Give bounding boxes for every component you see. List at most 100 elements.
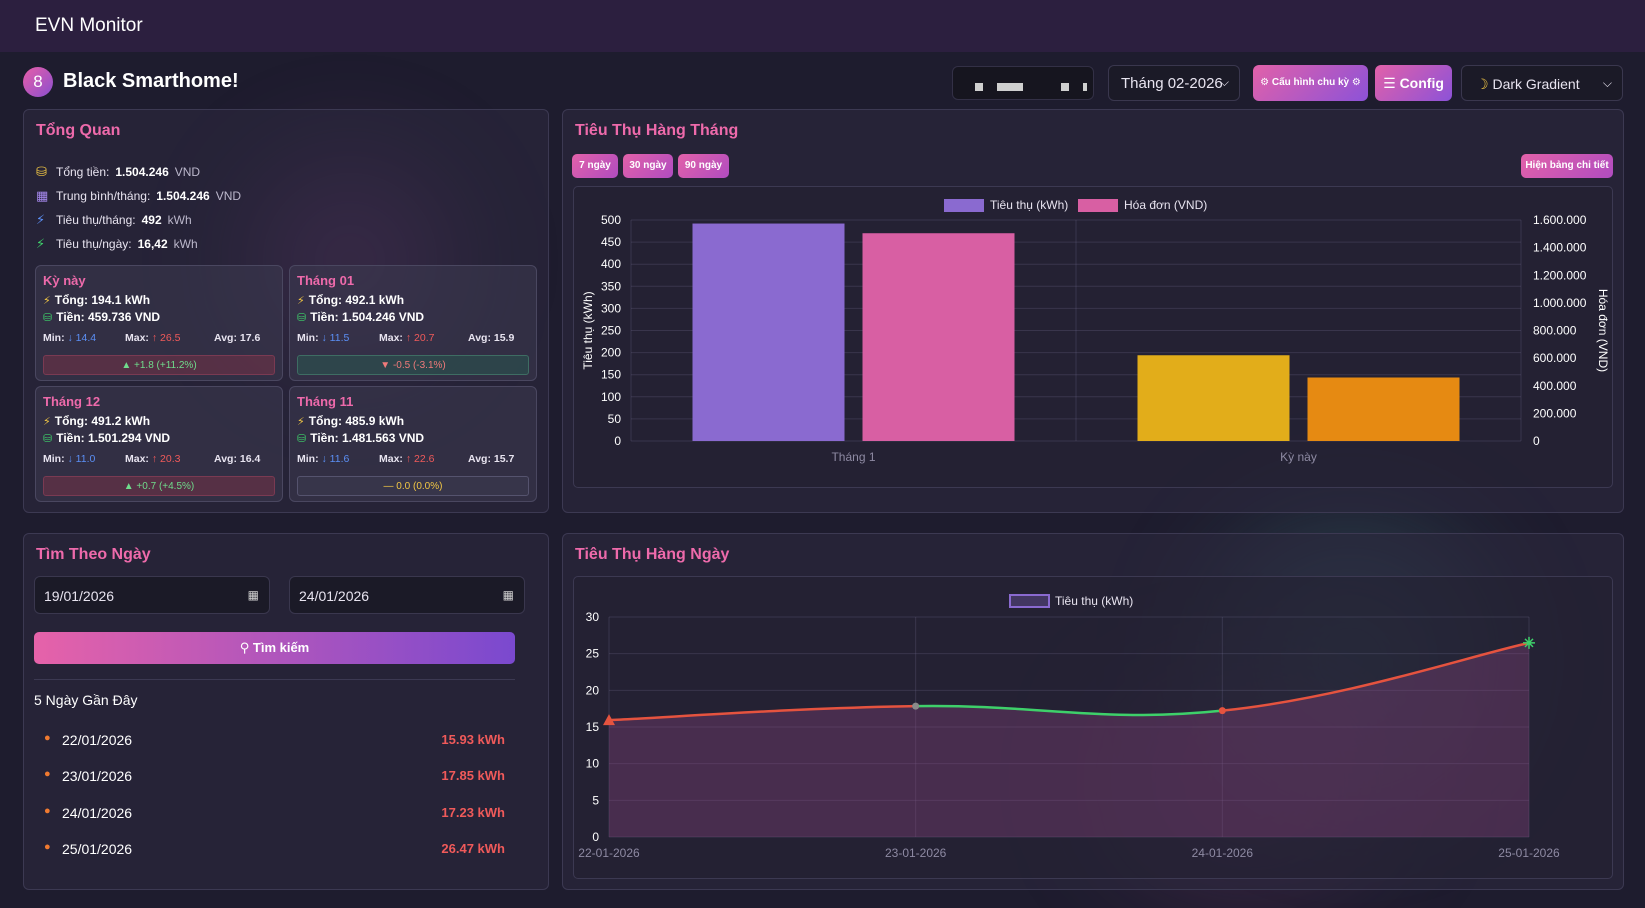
overview-value: 1.504.246 [156,189,210,203]
y-tick-label: 10 [586,757,600,771]
card-max: Max: ↑ 26.5 [125,332,180,344]
overview-unit: VND [174,165,201,179]
y-tick-label: 300 [601,301,621,315]
coins-icon: ⛁ [36,164,47,179]
search-title: Tìm Theo Ngày [36,546,151,563]
card-title: Kỳ này [43,273,86,288]
card-money-text: Tiền: 1.481.563 VND [310,431,425,445]
y-tick-label: 400 [601,257,621,271]
money-icon: ⛁ [43,433,53,445]
card-title: Tháng 12 [43,394,101,409]
recent-value: 17.85 kWh [441,768,505,783]
card-max: Max: ↑ 22.6 [379,453,434,465]
gear-icon: ⚙ [1351,77,1361,88]
calendar-icon: ▦ [36,188,49,203]
sliders-icon: ☰ [1383,75,1396,91]
y2-tick-label: 200.000 [1533,406,1577,420]
masked-account-field[interactable] [952,66,1094,100]
monthly-title: Tiêu Thụ Hàng Tháng [575,122,739,139]
search-panel: Tìm Theo Ngày 19/01/2026 ▦ 24/01/2026 ▦ … [23,533,549,890]
recent-value: 26.47 kWh [441,841,505,856]
line-segment [1222,641,1530,712]
header-row: 8 Black Smarthome! Tháng 02-2026 ⌵ ⚙ Cấu… [0,62,1645,104]
moon-icon: ☽ [1476,76,1489,92]
recent-days-title: 5 Ngày Gần Đây [34,692,138,708]
recent-value: 15.93 kWh [441,732,505,747]
period-card-month12: Tháng 12 ⚡ Tổng: 491.2 kWh ⛁ Tiền: 1.501.2… [35,386,283,502]
bar-usage [692,223,845,441]
chip-90-days[interactable]: 90 ngày [678,154,729,178]
overview-usage-month: ⚡ Tiêu thụ/tháng: 492 kWh [36,208,241,232]
card-title: Tháng 11 [297,394,354,409]
card-money: ⛁ Tiền: 1.501.294 VND [43,431,170,445]
y-tick-label: 30 [586,610,600,624]
bar-bill [1307,377,1460,441]
line-segment [608,704,916,722]
arrow-up-icon: ↑ [405,332,412,344]
y-tick-label: 5 [592,793,599,807]
overview-list: ⛁ Tổng tiền: 1.504.246 VND ▦ Trung bình/… [36,160,241,256]
from-date-input[interactable]: 19/01/2026 ▦ [34,576,270,614]
config-button[interactable]: ☰ Config [1375,65,1452,101]
overview-unit: kWh [173,237,198,251]
monthly-bar-chart: Tiêu thụ (kWh) Hóa đơn (VND) 0 50 100 150 200 2… [581,198,1610,464]
min-label: Min: [297,332,319,344]
bolt-icon: ⚡ [297,416,305,428]
y2-tick-label: 1.400.000 [1533,241,1587,255]
x-tick-label: Tháng 1 [831,450,875,464]
y-tick-label: 200 [601,346,621,360]
recent-date: 22/01/2026 [62,732,133,748]
y-tick-label: 15 [586,720,600,734]
y2-tick-label: 1.000.000 [1533,296,1587,310]
x-tick-label: 23-01-2026 [885,846,947,860]
arrow-up-icon: ↑ [151,453,158,465]
bar-usage [1137,355,1290,441]
card-change-badge: ▲ +0.7 (+4.5%) [43,476,275,496]
chip-7-days[interactable]: 7 ngày [572,154,618,178]
card-change-badge: — 0.0 (0.0%) [297,476,529,496]
legend-swatch [944,199,984,212]
to-date-input[interactable]: 24/01/2026 ▦ [289,576,525,614]
bolt-icon: ⚡ [36,236,46,251]
recent-date: 24/01/2026 [62,805,133,821]
period-card-current: Kỳ này ⚡ Tổng: 194.1 kWh ⛁ Tiền: 459.736 V… [35,265,283,381]
x-tick-label: 25-01-2026 [1498,846,1560,860]
data-point [912,702,920,710]
legend-swatch [1078,199,1118,212]
y-tick-label: 25 [586,647,600,661]
search-button-label: Tìm kiếm [252,640,310,655]
arrow-up-icon: ↑ [405,453,412,465]
cycle-config-button[interactable]: ⚙ Cấu hình chu kỳ ⚙ [1253,65,1368,101]
chip-30-days[interactable]: 30 ngày [623,154,673,178]
legend-swatch [1009,594,1050,608]
recent-day-row: ● 23/01/2026 17.85 kWh [34,765,510,789]
card-money: ⛁ Tiền: 1.481.563 VND [297,431,424,445]
app-title[interactable]: EVN Monitor [35,15,143,36]
recent-date: 25/01/2026 [62,841,133,857]
area-fill [609,642,1529,837]
card-money: ⛁ Tiền: 459.736 VND [43,310,160,324]
min-value: 11.0 [75,453,96,465]
home-badge: 8 [23,67,53,97]
search-button[interactable]: ⚲ Tìm kiếm [34,632,515,664]
max-value: 26.5 [160,332,181,344]
recent-day-row: ● 24/01/2026 17.23 kWh [34,802,510,826]
calendar-icon[interactable]: ▦ [247,588,259,602]
bar-bill [862,233,1015,441]
flame-icon: ● [44,841,51,853]
legend-label: Tiêu thụ (kWh) [990,198,1068,212]
month-select[interactable]: Tháng 02-2026 ⌵ [1108,65,1240,101]
card-avg: Avg: 16.4 [214,453,261,465]
show-detail-table-button[interactable]: Hiện bảng chi tiết [1521,154,1613,178]
recent-day-row: ● 22/01/2026 15.93 kWh [34,729,510,753]
cycle-config-label: Cấu hình chu kỳ [1271,77,1350,88]
calendar-icon[interactable]: ▦ [502,588,514,602]
theme-select[interactable]: ☽ Dark Gradient ⌵ [1461,65,1623,101]
x-tick-label: Kỳ này [1280,450,1317,464]
max-value: 22.6 [414,453,435,465]
chevron-down-icon: ⌵ [1219,75,1229,89]
max-marker [1523,636,1535,649]
max-value: 20.7 [414,332,435,344]
to-date-value: 24/01/2026 [299,588,370,604]
y-tick-label: 450 [601,235,621,249]
